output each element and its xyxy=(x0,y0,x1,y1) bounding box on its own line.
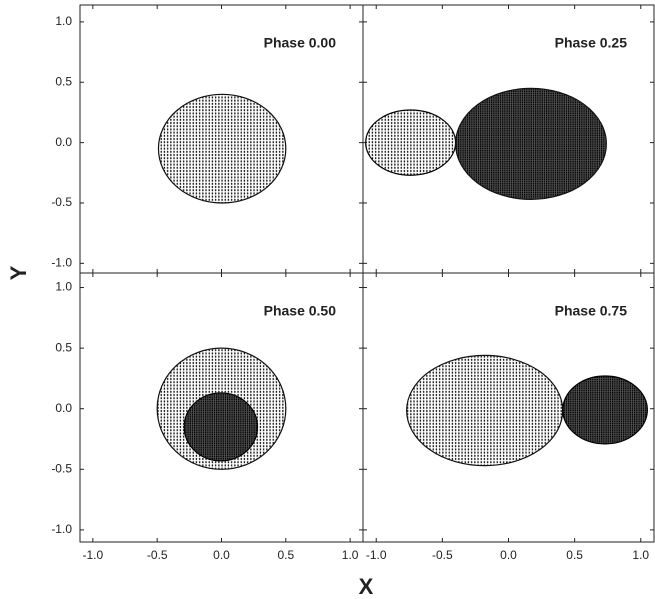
y-tick-label: 1.0 xyxy=(55,14,72,28)
star-surface xyxy=(406,354,564,467)
y-tick-label: 1.0 xyxy=(55,280,72,294)
x-tick-label: 1.0 xyxy=(342,548,359,562)
x-tick-label: -1.0 xyxy=(366,548,387,562)
star-surface xyxy=(454,87,607,200)
star-surface xyxy=(562,375,648,445)
y-tick-label: -0.5 xyxy=(51,195,72,209)
phase-title: Phase 0.75 xyxy=(555,303,628,319)
x-tick-label: 0.0 xyxy=(500,548,517,562)
x-tick-label: -0.5 xyxy=(432,548,453,562)
phase-title: Phase 0.25 xyxy=(555,35,628,51)
y-axis-title: Y xyxy=(6,265,31,280)
y-tick-label: 0.5 xyxy=(55,74,72,88)
phase-title: Phase 0.00 xyxy=(264,35,337,51)
x-tick-label: -1.0 xyxy=(83,548,104,562)
star-surface xyxy=(365,109,457,176)
y-tick-label: -0.5 xyxy=(51,461,72,475)
x-tick-label: 0.0 xyxy=(213,548,230,562)
phase-title: Phase 0.50 xyxy=(264,303,337,319)
x-tick-label: 0.5 xyxy=(277,548,294,562)
y-tick-label: -1.0 xyxy=(51,256,72,270)
y-tick-label: 0.5 xyxy=(55,340,72,354)
x-tick-label: 1.0 xyxy=(632,548,649,562)
x-tick-label: 0.5 xyxy=(566,548,583,562)
y-tick-label: -1.0 xyxy=(51,522,72,536)
x-axis-title: X xyxy=(359,574,374,599)
y-tick-label: 0.0 xyxy=(55,401,72,415)
y-tick-label: 0.0 xyxy=(55,135,72,149)
x-tick-label: -0.5 xyxy=(147,548,168,562)
star-surface xyxy=(183,392,259,462)
star-surface xyxy=(157,93,287,204)
